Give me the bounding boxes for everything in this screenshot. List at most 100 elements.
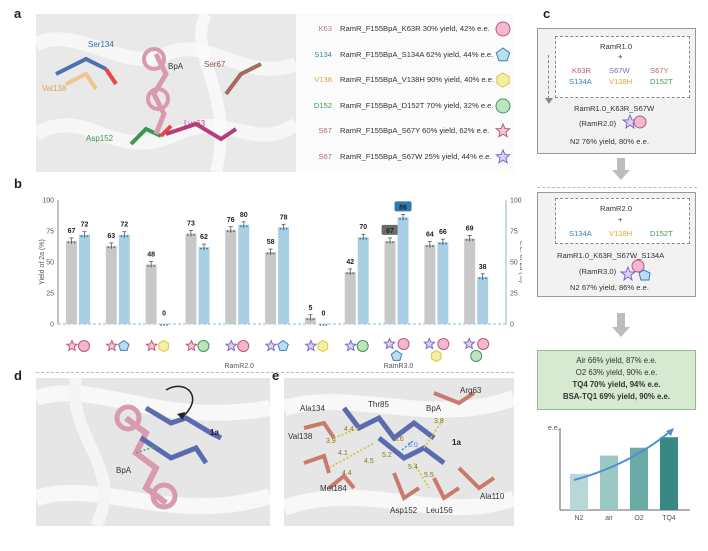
mutation-residue: D152	[313, 100, 332, 110]
mini-x-tick-label: N2	[575, 515, 584, 522]
group-label: RamR2.0	[224, 363, 254, 370]
bar-value-label: 38	[479, 264, 487, 271]
star-icon	[495, 148, 511, 164]
replicate-dot	[312, 318, 315, 321]
mutation-text: RamR_F155BpA_D152T 70% yield, 32% e.e.	[340, 100, 494, 110]
box1-m3: S67Y	[650, 66, 669, 75]
box2-name: (RamR3.0)	[579, 267, 617, 276]
bar-yield	[105, 245, 117, 324]
replicate-dot	[113, 246, 116, 249]
condition-bsa-tq1: BSA-TQ1 69% yield, 90% e.e.	[562, 392, 671, 401]
replicate-dot	[229, 230, 232, 233]
pentagon-icon	[277, 339, 289, 351]
replicate-dot	[386, 241, 388, 244]
replicate-dot	[80, 235, 83, 238]
box2-m3: D152T	[650, 229, 673, 238]
pentagon-icon	[390, 349, 403, 361]
bar-value-label: 67	[68, 228, 76, 235]
replicate-dot	[83, 235, 86, 238]
replicate-dot	[123, 235, 126, 238]
label-asp152-e: Asp152	[390, 506, 418, 515]
label-val138-e: Val138	[288, 432, 313, 441]
box2-m2: V138H	[609, 229, 633, 238]
replicate-dot	[200, 247, 202, 250]
highlight-badge	[394, 201, 412, 212]
condition-air: Air 66% yield, 87% e.e.	[576, 356, 657, 365]
mini-bar	[570, 473, 588, 510]
y-axis-label-left: Yield of 2a (%)	[39, 239, 46, 285]
y-tick-label-right: 0	[510, 322, 514, 329]
star-icon	[304, 339, 318, 352]
box1-plus: +	[618, 52, 623, 61]
replicate-dot	[193, 234, 195, 236]
replicate-dot	[365, 237, 368, 240]
star-icon	[495, 122, 511, 138]
hexagon-icon	[317, 339, 329, 353]
protein-structure-render	[36, 14, 296, 172]
bar-ee	[317, 323, 329, 324]
mutation-text: RamR_F155BpA_S67Y 60% yield, 62% e.e.	[340, 126, 490, 135]
mutation-row: D152 RamR_F155BpA_D152T 70% yield, 32% e.…	[296, 97, 514, 115]
box2-result: RamR1.0_K63R_S67W_S134A	[557, 251, 665, 260]
distance-label: 5.2	[382, 452, 392, 459]
label-substrate-e: 1a	[452, 438, 461, 447]
circle-icon	[495, 98, 511, 113]
mutation-residue: S67	[318, 126, 332, 135]
bar-yield	[424, 244, 436, 324]
label-leu156: Leu156	[426, 506, 453, 515]
box1-arrow-head	[545, 98, 553, 104]
bar-ee	[198, 247, 210, 324]
star-icon	[344, 339, 358, 352]
label-met184: Met184	[320, 484, 347, 493]
replicate-dot	[399, 217, 401, 220]
flow-arrow-1-head	[612, 170, 630, 180]
bar-value-label: 64	[426, 232, 434, 239]
replicate-dot	[150, 265, 153, 267]
replicate-dot	[279, 227, 282, 230]
star-icon	[264, 339, 278, 352]
conditions-box: Air 66% yield, 87% e.e. O2 63% yield, 90…	[537, 350, 696, 410]
label-bpa-d: BpA	[116, 466, 132, 475]
bar-value-label: 72	[81, 222, 89, 229]
replicate-dot	[203, 247, 205, 250]
replicate-dot	[322, 324, 325, 326]
trend-arrow-head	[666, 428, 674, 436]
y-tick-label-left: 25	[46, 291, 54, 298]
replicate-dot	[232, 230, 235, 233]
distance-label: 3.9	[326, 438, 336, 445]
box2-m1: S134A	[569, 229, 592, 238]
pentagon-icon	[495, 46, 511, 61]
bar-ee	[238, 224, 250, 324]
panel-b-separator	[36, 372, 514, 373]
panel-letter-a: a	[14, 6, 22, 21]
replicate-dot	[245, 225, 248, 228]
circle-icon	[237, 340, 250, 352]
panel-letter-c: c	[543, 6, 551, 21]
replicate-dot	[425, 245, 428, 248]
distance-label: 5.4	[408, 464, 418, 471]
replicate-dot	[405, 217, 407, 220]
bar-yield	[145, 264, 157, 324]
mutation-residue: S67	[318, 151, 332, 161]
replicate-dot	[266, 252, 269, 255]
replicate-dot	[163, 324, 166, 326]
label-arg63: Arg63	[460, 386, 482, 395]
replicate-dot	[441, 242, 444, 245]
mini-x-tick-label: air	[605, 515, 613, 522]
mini-x-tick-label: TQ4	[662, 515, 676, 522]
replicate-dot	[160, 324, 163, 326]
replicate-dot	[70, 241, 73, 244]
star-icon	[462, 337, 476, 350]
replicate-dot	[438, 242, 441, 245]
star-icon	[65, 339, 79, 352]
bar-ee	[437, 242, 449, 324]
bar-value-label: 62	[200, 234, 208, 241]
mutation-row: V138 RamR_F155BpA_V138H 90% yield, 40% e.…	[296, 71, 514, 89]
hexagon-icon	[431, 349, 442, 363]
star-icon	[145, 339, 159, 352]
distance-label: 4.4	[342, 470, 352, 477]
replicate-dot	[349, 272, 352, 275]
replicate-dot	[239, 225, 242, 228]
panel-a-structure-image: Ser134 Val138 BpA Ser67 Lys63 Asp152	[36, 14, 296, 172]
y-tick-label-right: 50	[510, 260, 518, 267]
